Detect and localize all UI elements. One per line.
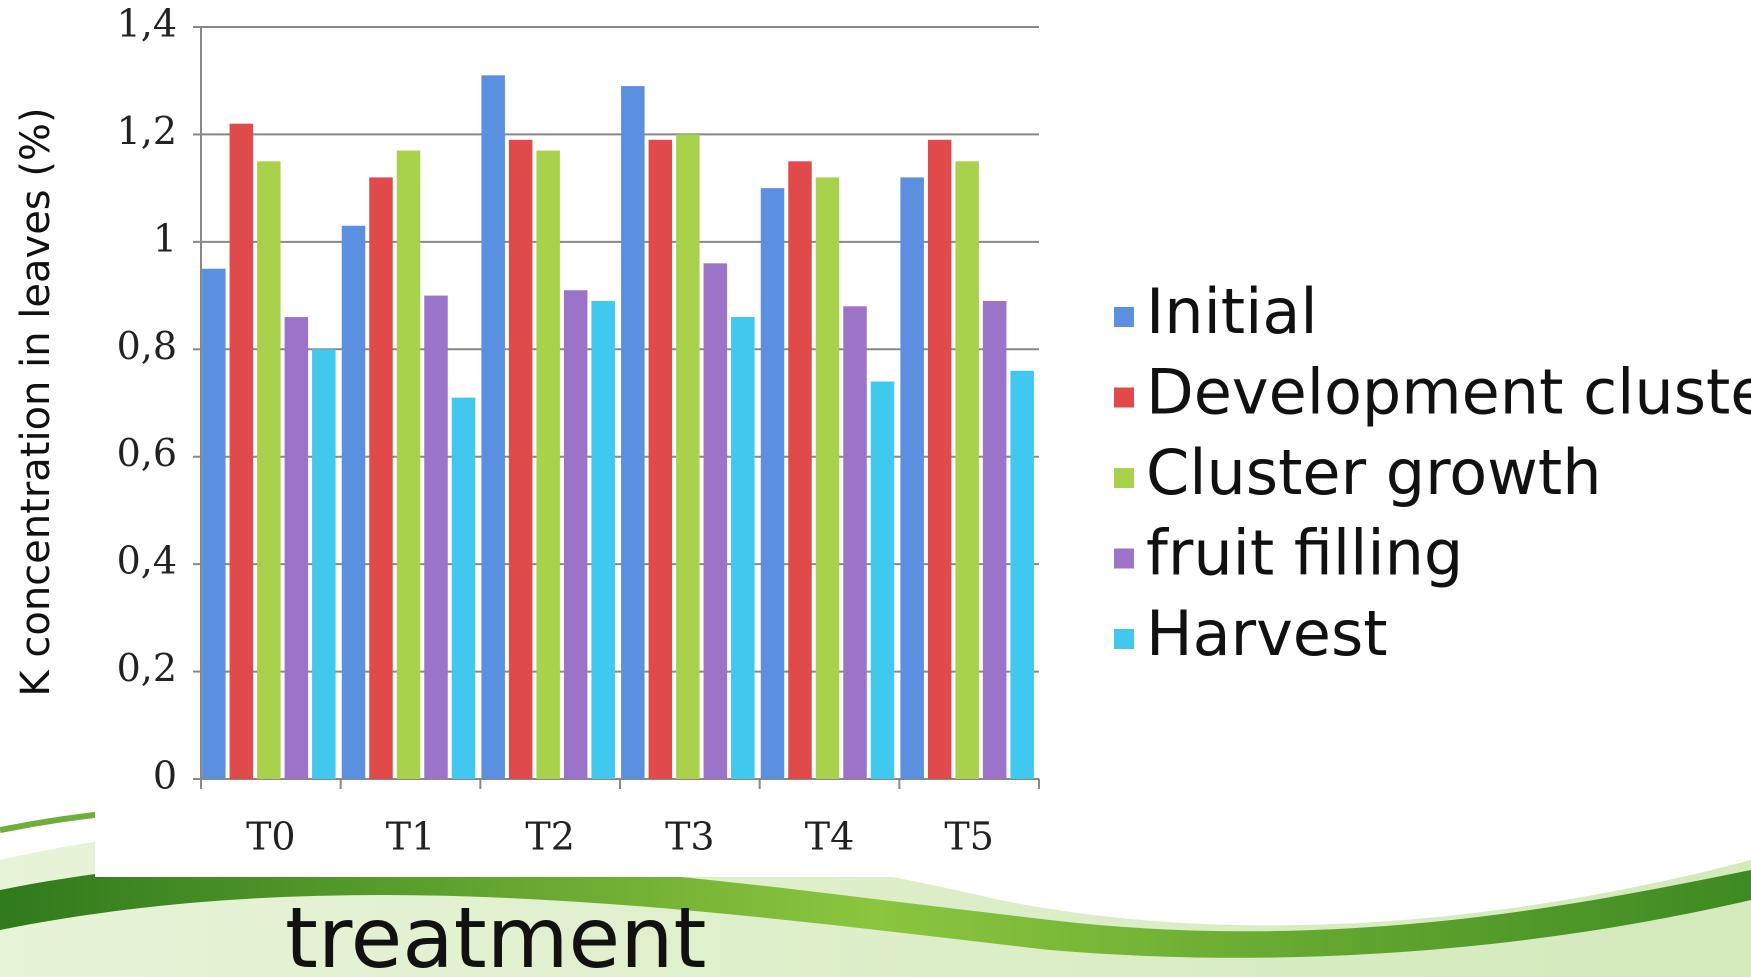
bar (703, 263, 728, 779)
bar (369, 177, 393, 779)
y-tick-label: 0 (153, 754, 177, 798)
y-tick-label: 0,4 (117, 539, 177, 583)
y-tick-label: 1,2 (117, 109, 177, 153)
bar (870, 381, 895, 779)
bar (621, 86, 645, 780)
legend-swatch (1114, 387, 1134, 408)
bar (815, 177, 840, 779)
bar (788, 161, 812, 780)
x-tick-label: T4 (805, 815, 855, 859)
legend-label: Harvest (1146, 597, 1388, 670)
legend-swatch (1114, 548, 1134, 569)
legend-label: Cluster growth (1146, 436, 1602, 509)
bar (481, 75, 505, 780)
legend-label: fruit filling (1146, 517, 1463, 590)
legend-label: Development cluster (1146, 356, 1751, 429)
y-tick-label: 1 (153, 216, 177, 260)
bar (676, 134, 700, 779)
bar (900, 177, 924, 779)
y-tick-label: 0,6 (117, 431, 177, 475)
bar (648, 139, 673, 780)
bar (760, 188, 785, 780)
legend-swatch (1114, 629, 1134, 649)
bar (731, 317, 755, 779)
bar (284, 317, 309, 779)
bar (1010, 370, 1034, 779)
x-axis-title: treatment (285, 889, 706, 977)
bar (843, 306, 867, 779)
bar (982, 300, 1007, 779)
bar (312, 349, 336, 779)
y-axis-title: K concentration in leaves (%) (13, 107, 59, 696)
bar (591, 300, 615, 779)
x-tick-label: T3 (665, 815, 715, 859)
bar (341, 225, 366, 779)
legend-swatch (1114, 468, 1134, 488)
x-tick-label: T5 (944, 815, 994, 859)
y-tick-label: 0,2 (117, 646, 177, 690)
bar (536, 150, 560, 780)
bar (508, 139, 533, 780)
y-tick-label: 0,8 (117, 324, 177, 368)
bar (229, 123, 254, 779)
bar (257, 161, 281, 780)
x-tick-label: T1 (386, 815, 436, 859)
bar (202, 268, 226, 779)
y-tick-label: 1,4 (117, 2, 177, 46)
legend-label: Initial (1146, 275, 1318, 348)
bar (451, 397, 476, 779)
bar (563, 290, 588, 779)
legend-swatch (1114, 307, 1134, 327)
x-tick-label: T0 (246, 815, 296, 859)
bar (424, 295, 448, 779)
x-tick-label: T2 (525, 815, 575, 859)
bar (955, 161, 979, 780)
bar (396, 150, 421, 780)
swoosh (0, 857, 1751, 958)
bar (927, 139, 952, 780)
